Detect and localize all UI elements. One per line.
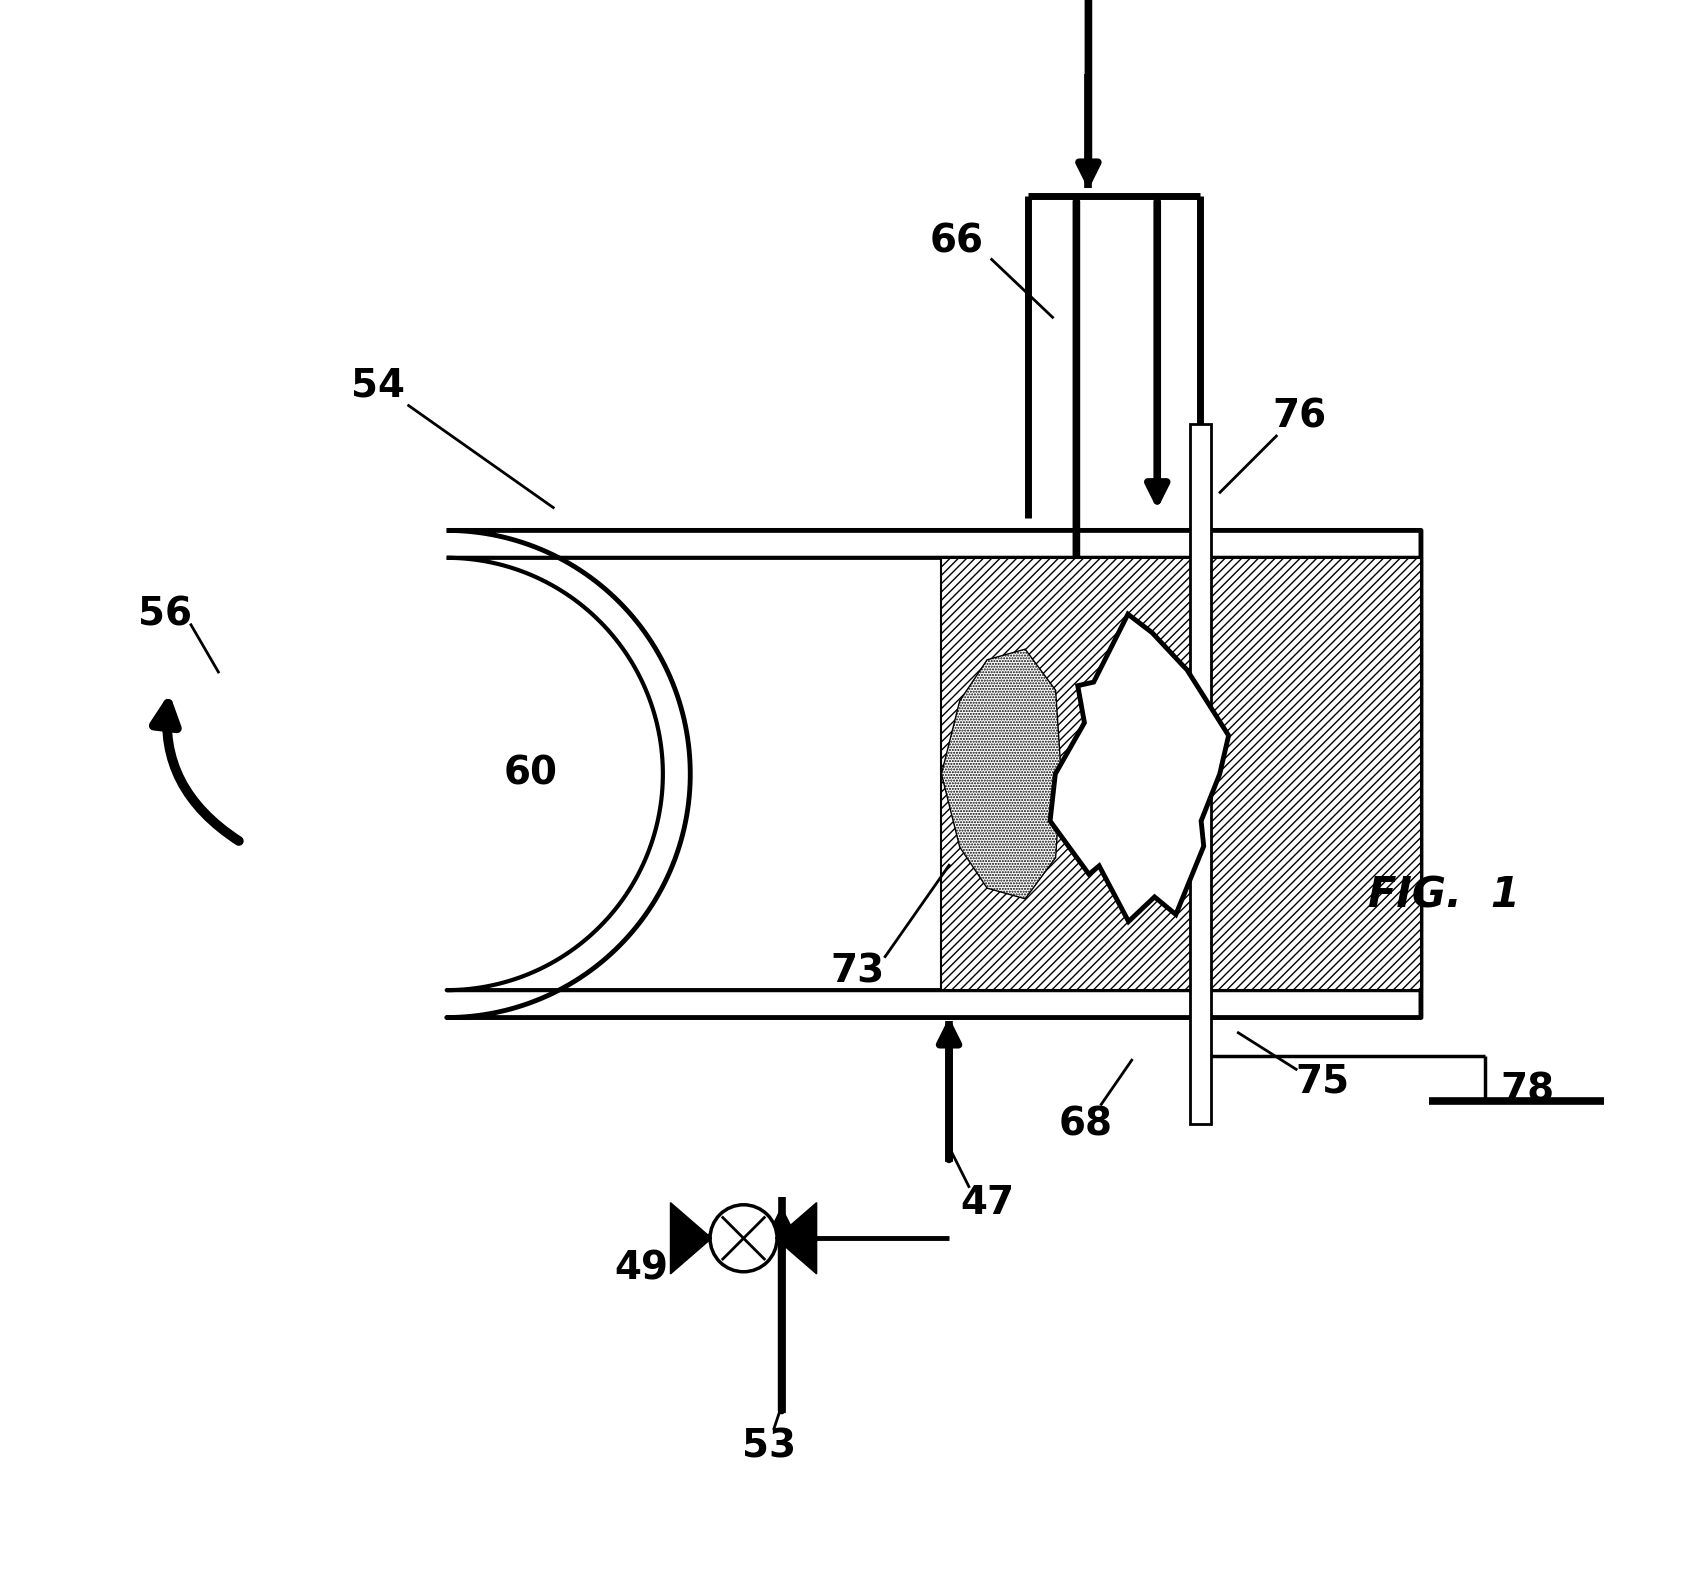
Text: 68: 68 (1060, 1104, 1114, 1143)
Polygon shape (1050, 614, 1228, 921)
Text: 78: 78 (1500, 1071, 1555, 1109)
Text: 76: 76 (1272, 397, 1326, 436)
Text: 73: 73 (831, 953, 885, 991)
Text: 56: 56 (138, 595, 192, 634)
Text: 53: 53 (743, 1428, 797, 1465)
Text: FIG.  1: FIG. 1 (1368, 875, 1520, 916)
Polygon shape (447, 530, 1420, 1018)
Bar (942, 559, 1420, 990)
Bar (942, 559, 1420, 990)
Text: 47: 47 (960, 1184, 1014, 1223)
Text: 60: 60 (504, 755, 558, 793)
Text: 66: 66 (930, 222, 984, 260)
Polygon shape (671, 1203, 711, 1274)
Polygon shape (775, 1203, 817, 1274)
Circle shape (709, 1205, 777, 1272)
Text: 49: 49 (615, 1250, 669, 1288)
Polygon shape (942, 650, 1060, 899)
Text: 75: 75 (1296, 1063, 1350, 1101)
Text: 54: 54 (350, 367, 404, 405)
Bar (1190, 425, 1212, 1124)
